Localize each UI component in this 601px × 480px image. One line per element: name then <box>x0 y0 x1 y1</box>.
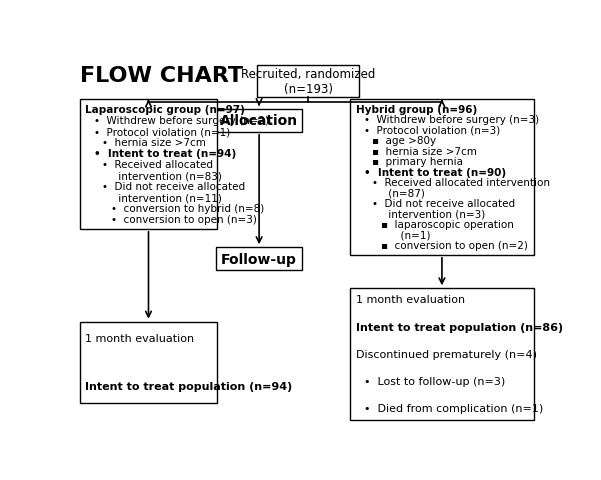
Text: Intent to treat population (n=86): Intent to treat population (n=86) <box>356 322 563 332</box>
Text: Recruited, randomized
(n=193): Recruited, randomized (n=193) <box>241 68 375 96</box>
Text: Laparoscopic group (n=97): Laparoscopic group (n=97) <box>85 105 245 115</box>
Text: •  conversion to hybrid (n=8): • conversion to hybrid (n=8) <box>111 204 264 214</box>
Text: Allocation: Allocation <box>220 114 298 128</box>
Text: •  Did not receive allocated: • Did not receive allocated <box>102 182 245 192</box>
Text: •  Protocol violation (n=1): • Protocol violation (n=1) <box>94 127 230 137</box>
Text: •  conversion to open (n=3): • conversion to open (n=3) <box>111 215 257 225</box>
Text: intervention (n=11): intervention (n=11) <box>102 192 222 203</box>
Text: •  Intent to treat (n=94): • Intent to treat (n=94) <box>94 149 236 159</box>
Text: 1 month evaluation: 1 month evaluation <box>356 295 465 305</box>
Text: Hybrid group (n=96): Hybrid group (n=96) <box>356 105 477 115</box>
Text: ▪  primary hernia: ▪ primary hernia <box>372 157 463 167</box>
Bar <box>216 248 302 271</box>
Text: ▪  conversion to open (n=2): ▪ conversion to open (n=2) <box>380 240 528 251</box>
Text: •  Died from complication (n=1): • Died from complication (n=1) <box>364 404 543 414</box>
Text: (n=1): (n=1) <box>380 230 430 240</box>
Bar <box>216 110 302 132</box>
Bar <box>80 100 217 229</box>
Text: •  Protocol violation (n=3): • Protocol violation (n=3) <box>364 126 500 136</box>
Text: Follow-up: Follow-up <box>221 252 297 266</box>
Text: •  Lost to follow-up (n=3): • Lost to follow-up (n=3) <box>364 376 505 386</box>
Text: FLOW CHART: FLOW CHART <box>80 66 243 86</box>
Bar <box>80 322 217 403</box>
Text: Intent to treat population (n=94): Intent to treat population (n=94) <box>85 382 293 392</box>
Text: •  Withdrew before surgery (n=2),: • Withdrew before surgery (n=2), <box>94 116 272 126</box>
Text: 1 month evaluation: 1 month evaluation <box>85 334 195 343</box>
Bar <box>350 288 534 420</box>
Text: •  Received allocated intervention: • Received allocated intervention <box>372 178 551 188</box>
Text: •  Withdrew before surgery (n=3): • Withdrew before surgery (n=3) <box>364 115 539 125</box>
Text: Discontinued prematurely (n=4): Discontinued prematurely (n=4) <box>356 349 537 359</box>
Text: (n=87): (n=87) <box>372 189 425 198</box>
Text: ▪  age >80y: ▪ age >80y <box>372 136 436 146</box>
Text: •  Received allocated: • Received allocated <box>102 160 213 170</box>
Bar <box>350 100 534 255</box>
Text: •  Did not receive allocated: • Did not receive allocated <box>372 199 516 209</box>
Text: intervention (n=83): intervention (n=83) <box>102 171 222 181</box>
Text: •  Intent to treat (n=90): • Intent to treat (n=90) <box>364 168 506 178</box>
Text: ▪  laparoscopic operation: ▪ laparoscopic operation <box>380 220 513 230</box>
Bar <box>257 66 359 97</box>
Text: •  hernia size >7cm: • hernia size >7cm <box>102 138 206 148</box>
Text: ▪  hernia size >7cm: ▪ hernia size >7cm <box>372 146 477 156</box>
Text: intervention (n=3): intervention (n=3) <box>372 209 486 219</box>
